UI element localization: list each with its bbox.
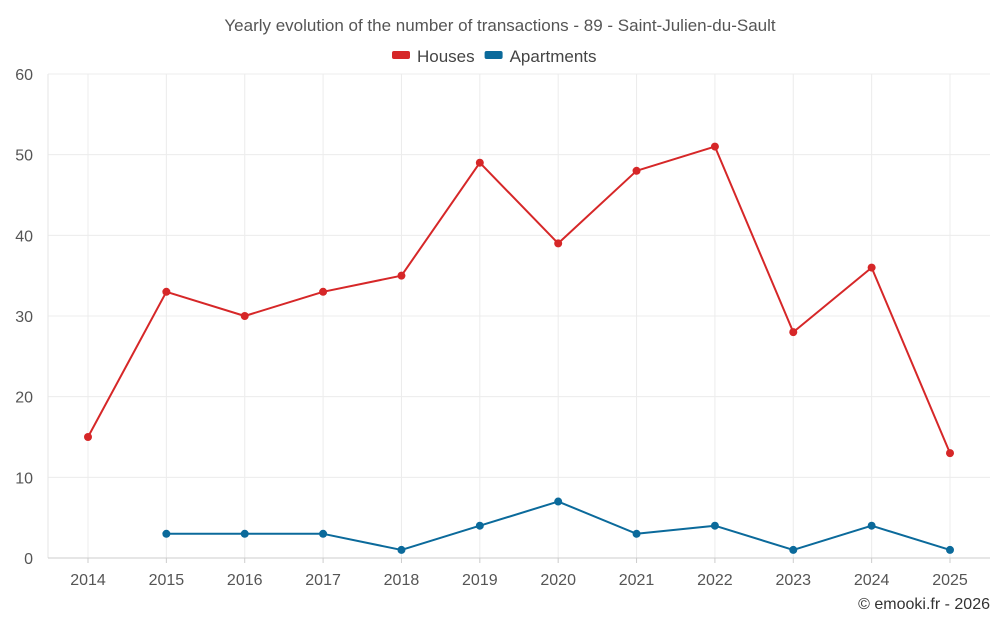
data-point-houses-2019[interactable] <box>475 158 484 167</box>
legend-swatch <box>484 51 503 59</box>
y-tick-label: 50 <box>15 148 33 165</box>
data-point-houses-2023[interactable] <box>789 328 798 337</box>
x-tick-label: 2014 <box>70 572 106 589</box>
legend: Houses Apartments <box>392 47 597 66</box>
y-tick-label: 60 <box>15 67 33 84</box>
data-point-houses-2020[interactable] <box>554 239 563 248</box>
data-point-houses-2016[interactable] <box>240 312 249 320</box>
data-point-houses-2014[interactable] <box>84 433 92 441</box>
data-point-apartments-2015[interactable] <box>162 529 171 538</box>
series-line-houses <box>87 145 951 454</box>
y-tick-label: 10 <box>15 470 33 487</box>
x-tick-label: 2016 <box>227 572 263 589</box>
x-tick-label: 2023 <box>775 572 811 589</box>
x-tick-label: 2022 <box>697 572 733 589</box>
data-point-apartments-2017[interactable] <box>319 529 328 538</box>
y-tick-label: 30 <box>15 309 33 326</box>
data-point-apartments-2024[interactable] <box>867 521 876 530</box>
y-tick-label: 0 <box>24 551 33 568</box>
x-tick-label: 2015 <box>149 572 185 589</box>
series-points <box>84 142 954 554</box>
data-point-houses-2015[interactable] <box>162 287 171 296</box>
data-point-houses-2022[interactable] <box>710 142 719 151</box>
data-point-houses-2017[interactable] <box>319 287 328 296</box>
legend-item-apartments[interactable]: Apartments <box>484 47 597 66</box>
legend-label: Apartments <box>510 47 597 66</box>
data-point-apartments-2022[interactable] <box>710 521 719 530</box>
data-point-apartments-2016[interactable] <box>240 529 249 538</box>
x-tick-label: 2021 <box>619 572 655 589</box>
data-point-houses-2025[interactable] <box>946 449 954 458</box>
axes <box>47 74 990 559</box>
grid-lines <box>48 73 990 558</box>
legend-item-houses[interactable]: Houses <box>392 47 475 66</box>
x-tick-label: 2018 <box>384 572 420 589</box>
data-point-houses-2024[interactable] <box>867 263 876 272</box>
legend-swatch <box>392 51 410 59</box>
y-tick-label: 20 <box>15 390 33 407</box>
data-point-apartments-2021[interactable] <box>632 529 641 538</box>
x-tick-label: 2019 <box>462 572 498 589</box>
x-tick-label: 2024 <box>854 572 890 589</box>
x-axis-ticks: 2014 2015 2016 2017 2018 2019 2020 2021 2022 2023… <box>70 558 968 589</box>
data-point-houses-2021[interactable] <box>632 166 641 175</box>
x-tick-label: 2017 <box>305 572 341 589</box>
y-axis-ticks: 0 10 20 30 40 50 60 <box>15 67 33 568</box>
data-point-apartments-2023[interactable] <box>789 545 798 554</box>
data-point-apartments-2020[interactable] <box>554 497 563 506</box>
legend-label: Houses <box>417 47 475 66</box>
chart-title: Yearly evolution of the number of transa… <box>224 16 776 35</box>
x-tick-label: 2020 <box>540 572 576 589</box>
credit-text: © emooki.fr - 2026 <box>858 596 990 613</box>
x-tick-label: 2025 <box>932 572 968 589</box>
data-point-houses-2018[interactable] <box>397 271 406 280</box>
data-point-apartments-2018[interactable] <box>397 545 406 554</box>
y-tick-label: 40 <box>15 228 33 245</box>
data-point-apartments-2019[interactable] <box>475 521 484 530</box>
data-point-apartments-2025[interactable] <box>946 545 954 554</box>
